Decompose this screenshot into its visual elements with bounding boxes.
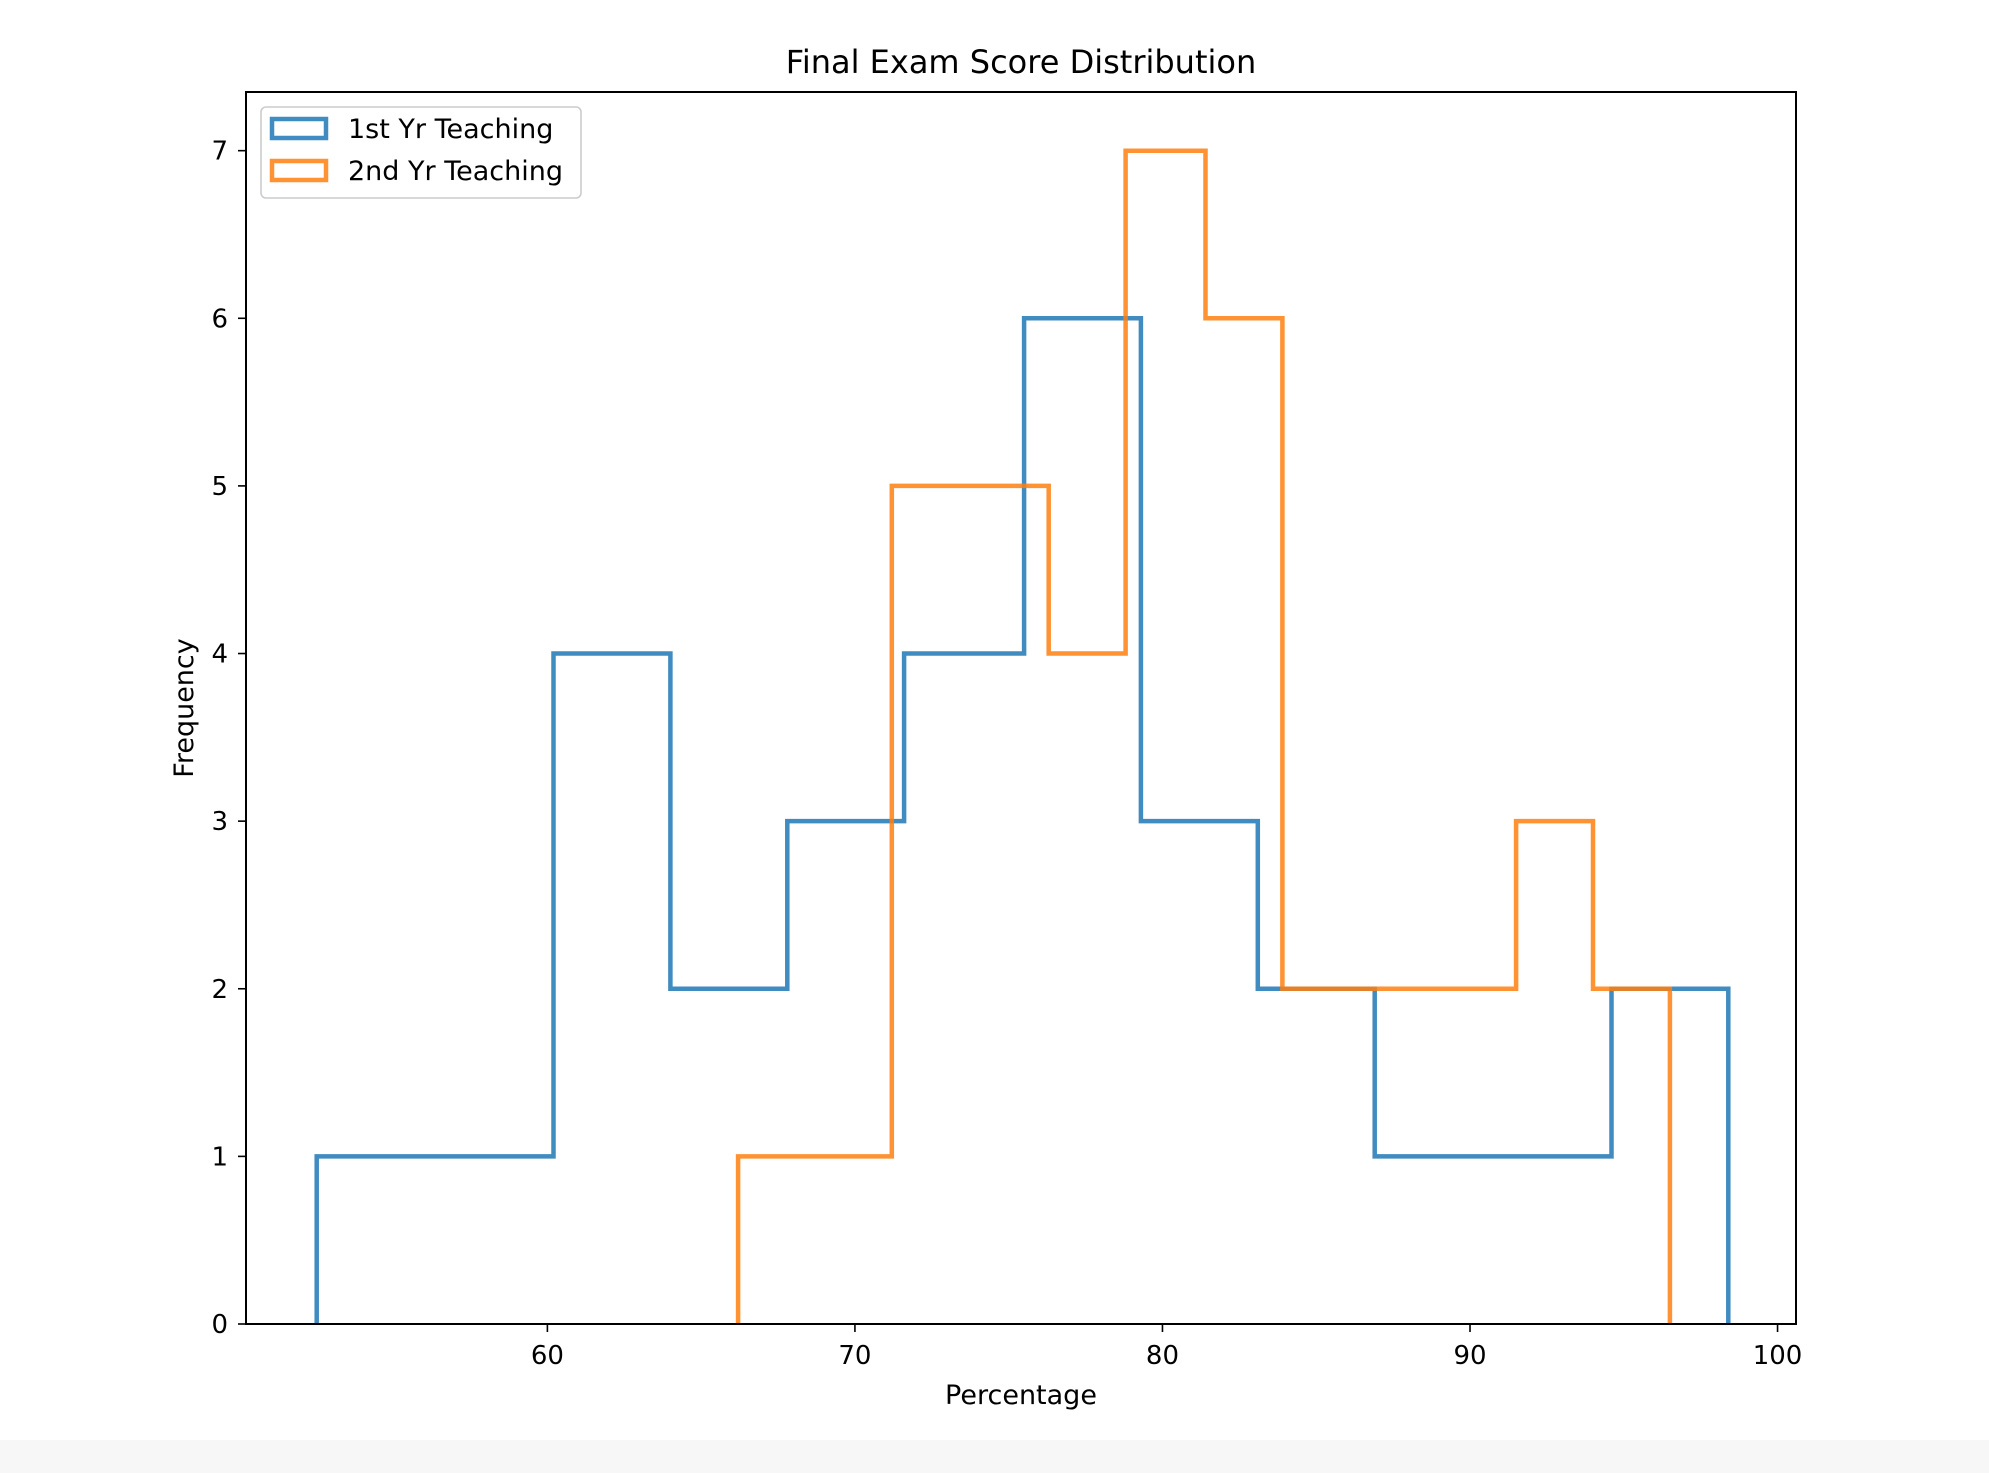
chart-title: Final Exam Score Distribution — [786, 43, 1257, 81]
legend-box — [260, 106, 582, 199]
axes-frame — [245, 91, 1797, 1325]
x-tick-label: 90 — [1453, 1341, 1486, 1371]
y-tick-label: 3 — [211, 807, 228, 837]
y-tick-label: 7 — [211, 137, 228, 167]
y-tick-label: 4 — [211, 640, 228, 670]
legend-swatch — [269, 116, 329, 141]
y-tick-label: 2 — [211, 975, 228, 1005]
histogram-series-2 — [735, 148, 1673, 1324]
chart-figure: Final Exam Score Distribution 60 70 80 90 10… — [169, 43, 1803, 1411]
legend-swatch — [269, 158, 329, 183]
y-axis: 0 1 2 3 4 5 6 7 — [211, 137, 246, 1340]
x-axis-label: Percentage — [945, 1380, 1097, 1411]
legend: 1st Yr Teaching 2nd Yr Teaching — [260, 106, 582, 199]
plot-area — [314, 148, 1731, 1324]
x-tick-label: 70 — [838, 1341, 871, 1371]
y-tick-label: 1 — [211, 1142, 228, 1172]
x-tick-label: 60 — [531, 1341, 564, 1371]
y-tick-label: 6 — [211, 304, 228, 334]
x-tick-label: 100 — [1753, 1341, 1803, 1371]
histogram-chart: Final Exam Score Distribution 60 70 80 90 10… — [169, 43, 1803, 1411]
x-axis: 60 70 80 90 100 — [531, 1324, 1803, 1371]
x-tick-label: 80 — [1146, 1341, 1179, 1371]
y-tick-label: 5 — [211, 472, 228, 502]
legend-label: 2nd Yr Teaching — [348, 156, 563, 187]
y-tick-label: 0 — [211, 1310, 228, 1340]
legend-label: 1st Yr Teaching — [348, 114, 553, 145]
y-axis-label: Frequency — [169, 638, 200, 778]
